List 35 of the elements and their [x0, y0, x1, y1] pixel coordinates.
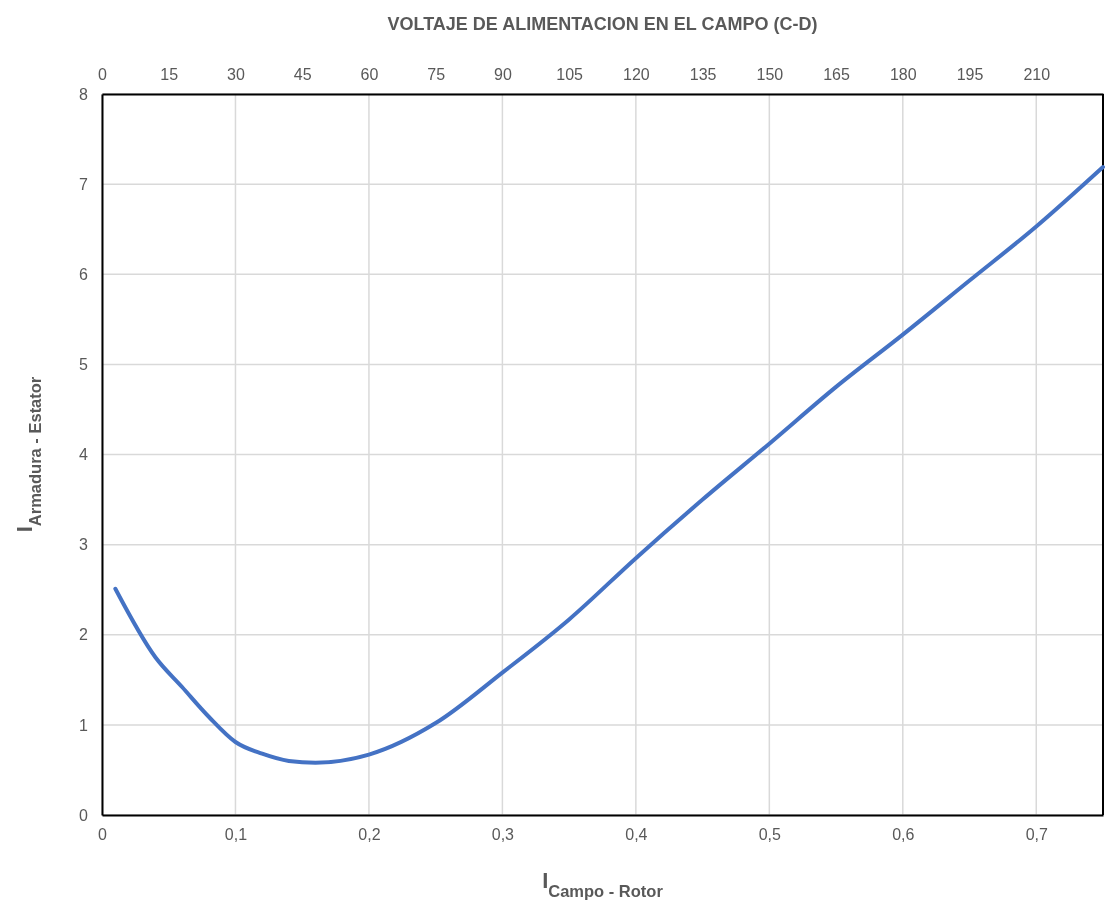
- x-tick-label: 0,5: [758, 826, 782, 844]
- x2-tick-label: 210: [1023, 66, 1051, 83]
- x2-axis-title: VOLTAJE DE ALIMENTACION EN EL CAMPO (C-D): [387, 14, 818, 34]
- x-tick-label: 0,3: [491, 826, 515, 844]
- x2-tick-label: 105: [556, 66, 584, 83]
- x-tick-label: 0,2: [358, 826, 381, 844]
- x2-tick-label: 165: [823, 66, 851, 83]
- x2-tick-label: 150: [756, 66, 784, 83]
- y-tick-label: 0: [79, 806, 89, 824]
- x2-tick-label: 195: [956, 66, 984, 83]
- line-series: [113, 165, 1105, 765]
- x2-tick-label: 60: [360, 66, 379, 83]
- y-tick-label: 7: [79, 175, 89, 193]
- x2-tick-label: 135: [689, 66, 717, 83]
- x-axis-title: I$_{Campo - Rotor}$: [542, 868, 664, 900]
- x-tick-label: 0,4: [625, 826, 648, 844]
- x2-tick-label: 120: [623, 66, 650, 83]
- x2-tick-label: 45: [293, 66, 312, 83]
- y-tick-label: 2: [79, 626, 89, 644]
- x-tick-label: 0,1: [224, 826, 248, 844]
- x2-tick-label: 0: [98, 66, 108, 83]
- y-tick-label: 6: [79, 265, 89, 283]
- y-tick-label: 3: [79, 536, 89, 554]
- y-tick-label: 8: [79, 85, 89, 103]
- x-tick-label: 0: [98, 826, 108, 844]
- y-tick-label: 4: [79, 446, 89, 464]
- x2-tick-label: 180: [889, 66, 917, 83]
- x-tick-label: 0,7: [1025, 826, 1048, 844]
- y-tick-label: 5: [79, 355, 89, 373]
- x2-tick-label: 30: [227, 66, 245, 83]
- x2-tick-label: 90: [494, 66, 512, 83]
- x-tick-label: 0,6: [892, 826, 915, 844]
- x2-tick-label: 75: [427, 66, 446, 83]
- y-tick-label: 1: [79, 716, 89, 734]
- x2-tick-label: 15: [160, 66, 179, 83]
